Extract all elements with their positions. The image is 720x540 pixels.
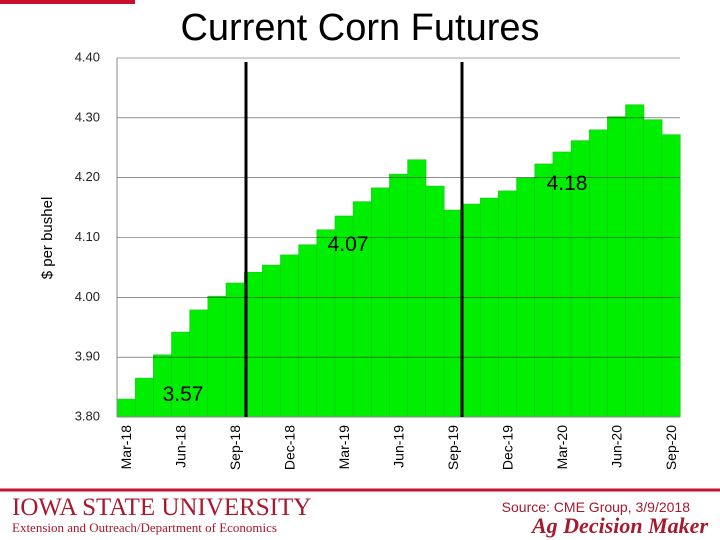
bar (389, 173, 409, 418)
y-tick-label: 3.90 (75, 349, 100, 364)
x-tick-label: Dec-18 (282, 425, 298, 470)
chart-title: Current Corn Futures (180, 7, 539, 49)
bar (588, 129, 608, 418)
university-name: Iowa State University (12, 494, 311, 521)
bar (425, 185, 445, 418)
x-tick-label: Jun-18 (173, 425, 189, 468)
bar (479, 197, 499, 418)
bar (534, 163, 554, 418)
bar (407, 159, 427, 418)
x-tick-label: Dec-19 (499, 425, 515, 470)
bar (298, 244, 318, 418)
y-tick-label: 4.20 (75, 169, 100, 184)
y-tick-label: 4.40 (75, 49, 100, 64)
y-tick-label: 4.10 (75, 229, 100, 244)
bar (443, 209, 463, 418)
bar (498, 190, 518, 418)
plot: 3.80 3.90 4.00 4.10 4.20 4.30 4.40 Mar-18 Jun-18… (75, 49, 681, 470)
bar (134, 377, 154, 418)
bar (116, 398, 136, 418)
x-tick-label: Sep-20 (663, 425, 679, 470)
x-tick-label: Sep-18 (227, 425, 243, 470)
x-tick-label: Jun-19 (391, 425, 407, 468)
x-tick-label: Mar-20 (554, 425, 570, 470)
bar (461, 203, 481, 418)
y-tick-label: 4.30 (75, 109, 100, 124)
bar (225, 282, 245, 418)
department: Extension and Outreach/Department of Eco… (12, 520, 277, 535)
y-tick-label: 3.80 (75, 408, 100, 423)
top-stripe (0, 0, 135, 4)
bar (661, 134, 681, 418)
annotation: 3.57 (163, 383, 204, 406)
bar (607, 116, 627, 418)
bar (262, 264, 282, 418)
annotation: 4.18 (547, 172, 588, 195)
x-tick-label: Mar-18 (118, 425, 134, 470)
bar (625, 104, 645, 418)
x-tick-label: Sep-19 (445, 425, 461, 470)
source: Source: CME Group, 3/9/2018 (502, 499, 691, 515)
y-axis-label: $ per bushel (39, 197, 56, 280)
brand: Ag Decision Maker (530, 513, 708, 538)
annotation: 4.07 (328, 233, 369, 256)
x-tick-label: Jun-20 (608, 425, 624, 468)
bar (316, 229, 336, 418)
bar (207, 295, 227, 418)
x-tick-label: Mar-19 (336, 425, 352, 470)
bar (371, 187, 390, 418)
bar (280, 254, 300, 418)
bar (643, 119, 663, 418)
y-tick-label: 4.00 (75, 289, 100, 304)
